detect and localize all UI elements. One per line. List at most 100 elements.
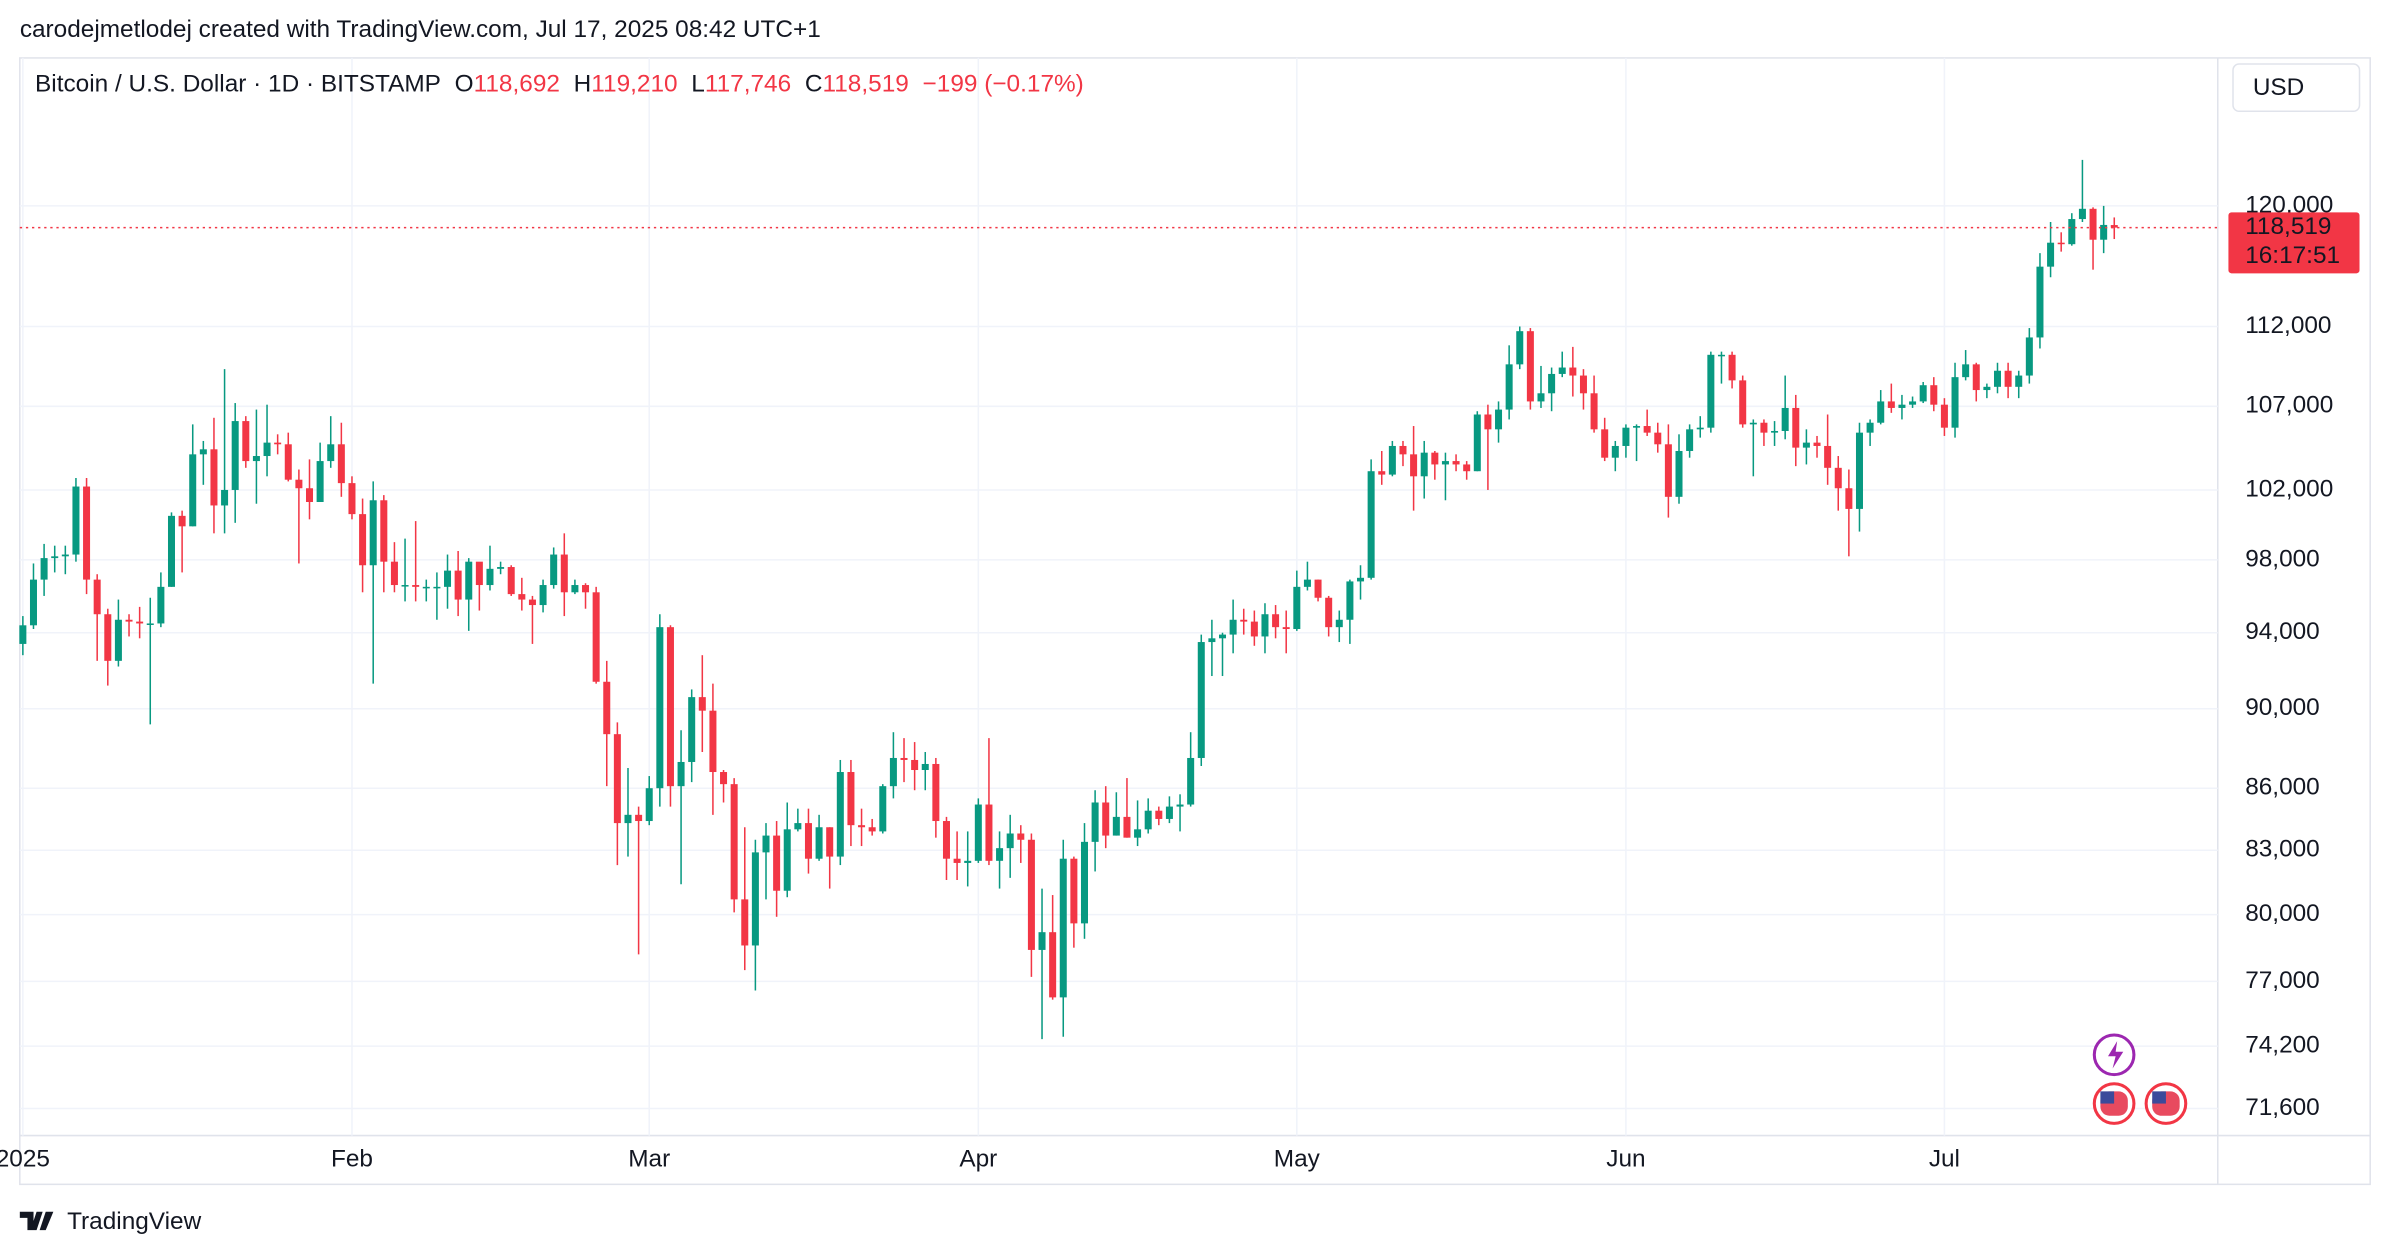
candle-body — [1558, 367, 1566, 374]
candle-body — [528, 599, 536, 606]
candle-body — [603, 681, 611, 735]
candle-body — [1590, 393, 1598, 430]
candle-body — [1569, 367, 1577, 376]
y-tick-label: 107,000 — [2245, 392, 2333, 419]
candle-body — [1208, 638, 1216, 643]
candle-body — [284, 444, 292, 480]
candle-body — [1771, 430, 1779, 433]
candle-body — [29, 579, 37, 626]
candle-body — [985, 804, 993, 861]
candle-body — [1367, 471, 1375, 578]
y-tick-label: 112,000 — [2245, 312, 2331, 339]
candle-body — [1855, 432, 1863, 509]
candle-body — [1357, 577, 1365, 582]
candle-body — [1463, 464, 1471, 472]
candle-body — [1176, 804, 1184, 807]
candle-body — [1707, 354, 1715, 428]
candle-body — [1399, 445, 1407, 455]
x-tick-label: Feb — [331, 1145, 373, 1172]
candle-body — [51, 556, 59, 559]
candle-body — [2110, 225, 2118, 228]
candle-body — [444, 570, 452, 587]
candle-body — [1696, 427, 1704, 430]
legend-value: 118,519 — [823, 71, 909, 98]
candle-body — [1993, 370, 2001, 387]
candle-body — [666, 627, 674, 787]
candle-body — [1017, 833, 1025, 840]
candle-body — [1537, 393, 1545, 402]
candle-body — [1388, 445, 1396, 475]
candle-body — [921, 763, 929, 771]
candle-body — [1622, 427, 1630, 446]
candle-body — [1197, 642, 1205, 758]
candle-body — [1654, 432, 1662, 445]
y-tick-label: 90,000 — [2245, 694, 2320, 721]
candle-body — [1601, 429, 1609, 458]
candle-body — [656, 627, 664, 789]
candle-body — [879, 786, 887, 832]
candle-body — [953, 858, 961, 863]
candle-body — [412, 585, 420, 587]
candle-body — [1686, 429, 1694, 451]
y-tick-label: 102,000 — [2245, 475, 2333, 502]
candle-body — [1070, 858, 1078, 924]
last-price-label: 118,519 — [2245, 213, 2331, 240]
candle-body — [677, 761, 685, 787]
candle-body — [1643, 426, 1651, 433]
candle-body — [40, 558, 48, 580]
candle-body — [1611, 445, 1619, 458]
candle-body — [2036, 266, 2044, 338]
candle-body — [348, 483, 356, 515]
candle-body — [762, 835, 770, 853]
candle-body — [709, 710, 717, 773]
candle-body — [1579, 375, 1587, 394]
candle-body — [1314, 579, 1322, 598]
candle-body — [1250, 621, 1258, 637]
y-tick-label: 83,000 — [2245, 836, 2320, 863]
candle-body — [1282, 627, 1290, 630]
candle-body — [1335, 619, 1343, 628]
flag-glyph — [2100, 1091, 2115, 1104]
candle-body — [327, 444, 335, 462]
candle-body — [136, 621, 144, 624]
candle-body — [836, 772, 844, 857]
candle-body — [1739, 380, 1747, 425]
candle-body — [295, 479, 303, 489]
candle-body — [369, 500, 377, 566]
candle-body — [1887, 401, 1895, 408]
grid — [19, 57, 2218, 1136]
y-tick-label: 77,000 — [2245, 967, 2320, 994]
candle-body — [1802, 442, 1810, 448]
candle-body — [1325, 597, 1333, 628]
candle-body — [189, 454, 197, 527]
candle-body — [305, 488, 314, 502]
candle-body — [613, 734, 621, 824]
currency-label[interactable]: USD — [2253, 74, 2304, 101]
candle-body — [454, 570, 462, 600]
candle-body — [1144, 810, 1152, 830]
candle-body — [263, 442, 271, 457]
candle-body — [1240, 619, 1248, 622]
candle-body — [2025, 337, 2033, 376]
candle-body — [1749, 422, 1757, 425]
flag-glyph — [2152, 1091, 2166, 1104]
candle-body — [1760, 422, 1768, 433]
currency-button[interactable] — [2232, 63, 2361, 113]
candle-body — [900, 757, 908, 760]
candle-body — [783, 829, 791, 891]
candle-body — [199, 449, 207, 455]
candle-body — [932, 763, 940, 822]
candle-body — [560, 554, 568, 593]
y-tick-label: 94,000 — [2245, 618, 2320, 645]
candle-body — [858, 825, 866, 828]
brand-name: TradingView — [67, 1208, 202, 1235]
candle-body — [178, 515, 186, 527]
candle-body — [1516, 331, 1524, 365]
x-tick-label: Jul — [1929, 1145, 1960, 1172]
candle-body — [231, 421, 239, 490]
x-tick-label: Mar — [628, 1145, 670, 1172]
candle-body — [486, 568, 494, 586]
candle-body — [1548, 373, 1556, 394]
candle-body — [730, 784, 738, 900]
